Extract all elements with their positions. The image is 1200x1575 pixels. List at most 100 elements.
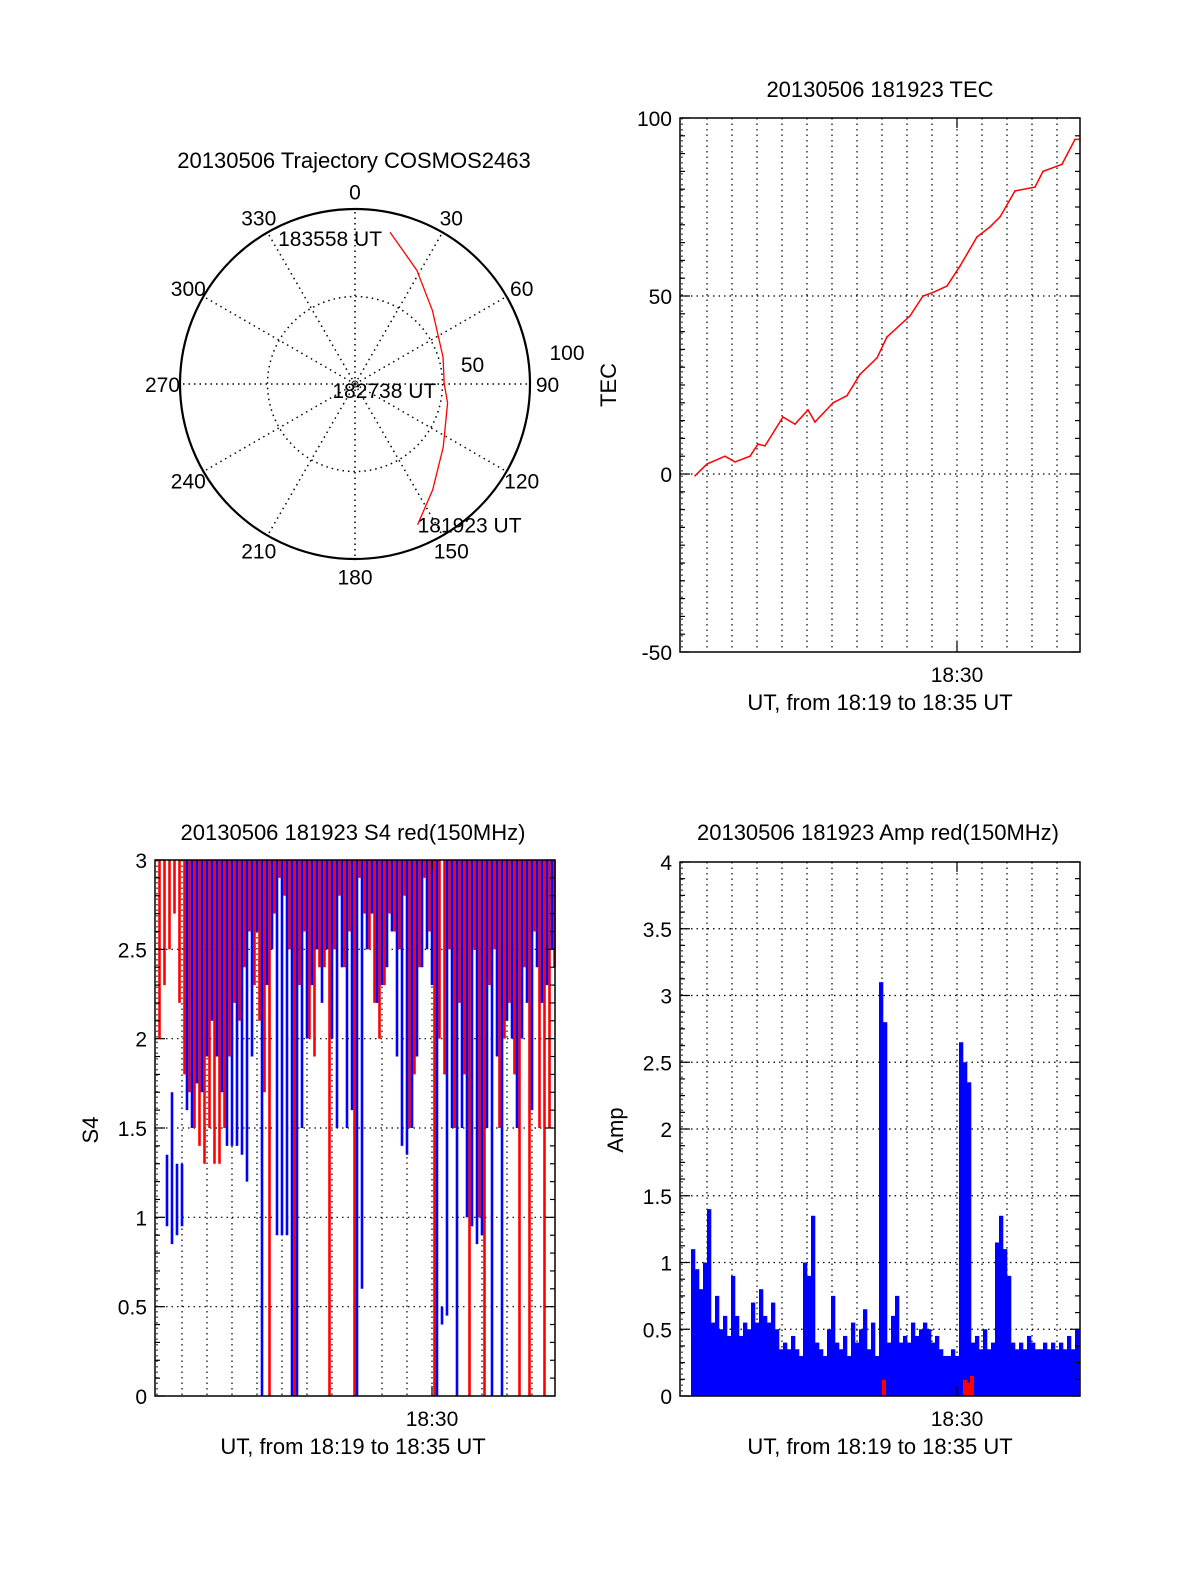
polar-angle-label: 210 bbox=[241, 541, 276, 564]
tec-plot: 20130506 181923 TEC UT, from 18:19 to 18… bbox=[596, 77, 1081, 715]
amp-ytick-label: 0.5 bbox=[643, 1319, 672, 1342]
amp-blue-bar bbox=[1015, 1349, 1020, 1396]
polar-angle-label: 330 bbox=[241, 207, 276, 230]
s4-title: 20130506 181923 S4 red(150MHz) bbox=[181, 820, 526, 845]
amp-ytick-label: 1.5 bbox=[643, 1186, 672, 1209]
amp-blue-bar bbox=[983, 1329, 988, 1396]
tec-data-point bbox=[859, 373, 861, 376]
amp-blue-bar bbox=[951, 1349, 956, 1396]
tec-data-point bbox=[1014, 190, 1016, 192]
amp-blue-bar bbox=[1023, 1349, 1028, 1396]
tec-data-point bbox=[946, 285, 948, 287]
amp-ytick-label: 0 bbox=[660, 1386, 672, 1409]
amp-plot: 20130506 181923 Amp red(150MHz) UT, from… bbox=[603, 820, 1081, 1459]
amp-red-bar bbox=[882, 1379, 886, 1396]
amp-blue-bar bbox=[935, 1335, 940, 1396]
tec-data-point bbox=[922, 295, 924, 297]
amp-blue-bar bbox=[1043, 1342, 1048, 1396]
tec-data-point bbox=[876, 357, 878, 359]
amp-ytick-label: 1 bbox=[660, 1253, 672, 1276]
tec-data-point bbox=[757, 443, 759, 445]
polar-angle-label: 240 bbox=[171, 470, 206, 493]
trajectory-time-label: 182738 UT bbox=[332, 380, 436, 403]
amp-blue-bar bbox=[859, 1329, 864, 1396]
amp-blue-bar bbox=[947, 1355, 952, 1396]
tec-series-line bbox=[694, 138, 1080, 477]
amp-blue-bar bbox=[719, 1329, 724, 1396]
s4-xlabel: UT, from 18:19 to 18:35 UT bbox=[220, 1434, 485, 1459]
amp-blue-bar bbox=[699, 1289, 704, 1396]
tec-data-point bbox=[846, 394, 848, 397]
s4-ytick-label: 3 bbox=[135, 850, 147, 873]
amp-blue-bar bbox=[1039, 1349, 1044, 1396]
amp-blue-bar bbox=[767, 1322, 772, 1396]
amp-blue-bar bbox=[755, 1322, 760, 1396]
amp-blue-bar bbox=[715, 1295, 720, 1396]
tec-data-point bbox=[1034, 186, 1036, 188]
amp-blue-bar bbox=[1035, 1349, 1040, 1396]
amp-blue-bar bbox=[695, 1269, 700, 1396]
amp-blue-bar bbox=[739, 1335, 744, 1396]
polar-radius-label: 50 bbox=[461, 354, 484, 377]
trajectory-line bbox=[389, 231, 449, 525]
amp-blue-bar bbox=[899, 1342, 904, 1396]
amp-blue-bar bbox=[903, 1335, 908, 1396]
amp-blue-bar bbox=[723, 1315, 728, 1396]
amp-blue-bar bbox=[1007, 1275, 1012, 1396]
amp-blue-bar bbox=[1067, 1335, 1072, 1396]
tec-data-point bbox=[1061, 163, 1063, 166]
amp-blue-bar bbox=[915, 1335, 920, 1396]
amp-blue-bar bbox=[735, 1315, 740, 1396]
polar-angle-label: 180 bbox=[337, 567, 372, 590]
tec-data-point bbox=[749, 455, 751, 458]
amp-blue-bar bbox=[943, 1355, 948, 1396]
amp-title: 20130506 181923 Amp red(150MHz) bbox=[697, 820, 1059, 845]
amp-blue-bar bbox=[827, 1329, 832, 1396]
tec-data-point bbox=[794, 423, 796, 425]
tec-xlabel: UT, from 18:19 to 18:35 UT bbox=[747, 690, 1012, 715]
polar-angle-label: 60 bbox=[510, 278, 533, 301]
amp-ytick-label: 2 bbox=[660, 1119, 672, 1142]
tec-data-point bbox=[976, 236, 978, 238]
tec-ytick-label: 100 bbox=[637, 108, 672, 131]
amp-ytick-label: 2.5 bbox=[643, 1052, 672, 1075]
tec-data-point bbox=[807, 409, 809, 411]
amp-blue-bar bbox=[883, 1022, 888, 1396]
polar-angle-label: 120 bbox=[504, 470, 539, 493]
trajectory-time-label: 181923 UT bbox=[418, 515, 522, 538]
amp-blue-bar bbox=[807, 1275, 812, 1396]
s4-ytick-label: 0 bbox=[135, 1386, 147, 1409]
tec-data-point bbox=[1042, 170, 1044, 173]
amp-blue-bar bbox=[815, 1342, 820, 1396]
amp-blue-bar bbox=[1047, 1349, 1052, 1396]
amp-blue-bar bbox=[967, 1082, 972, 1396]
tec-data-point bbox=[886, 336, 888, 338]
amp-blue-bar bbox=[771, 1302, 776, 1396]
amp-red-bar bbox=[963, 1379, 967, 1396]
amp-blue-bar bbox=[939, 1349, 944, 1396]
s4-ytick-label: 2 bbox=[135, 1029, 147, 1052]
amp-ylabel: Amp bbox=[603, 1107, 628, 1152]
amp-blue-bar bbox=[979, 1349, 984, 1396]
amp-blue-bar bbox=[811, 1215, 816, 1396]
polar-center-mark bbox=[351, 380, 359, 388]
tec-data-point bbox=[909, 315, 911, 317]
amp-blue-bar bbox=[927, 1329, 932, 1396]
amp-blue-bar bbox=[1003, 1249, 1008, 1396]
amp-blue-bar bbox=[743, 1322, 748, 1396]
polar-angle-label: 0 bbox=[349, 182, 361, 205]
tec-title: 20130506 181923 TEC bbox=[766, 77, 993, 102]
polar-title: 20130506 Trajectory COSMOS2463 bbox=[177, 148, 530, 173]
amp-blue-bar bbox=[779, 1349, 784, 1396]
tec-data-point bbox=[724, 455, 726, 458]
amp-blue-bar bbox=[855, 1342, 860, 1396]
tec-data-point bbox=[694, 474, 696, 477]
amp-blue-bar bbox=[835, 1342, 840, 1396]
amp-blue-bar bbox=[1051, 1342, 1056, 1396]
amp-blue-bar bbox=[775, 1329, 780, 1396]
polar-grid-circle bbox=[266, 295, 444, 473]
amp-blue-bar bbox=[931, 1342, 936, 1396]
tec-data-point bbox=[832, 402, 834, 404]
amp-red-bar bbox=[967, 1382, 971, 1396]
